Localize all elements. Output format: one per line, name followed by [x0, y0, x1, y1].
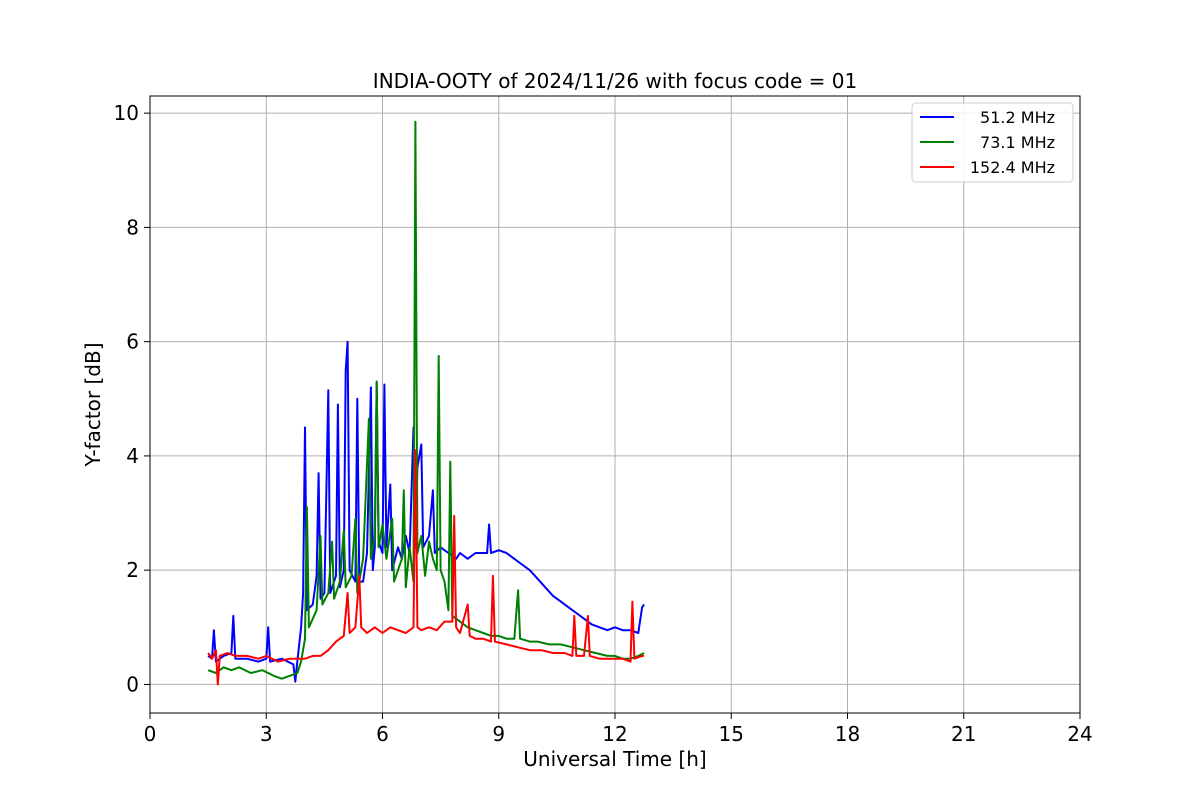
- legend-label-1: 51.2 MHz: [980, 108, 1055, 127]
- x-tick-label: 12: [602, 722, 627, 746]
- y-tick-label: 10: [114, 101, 139, 125]
- series-line-1: [207, 340, 645, 683]
- legend: 51.2 MHz 73.1 MHz 152.4 MHz: [911, 102, 1074, 183]
- x-axis-label: Universal Time [h]: [523, 747, 706, 771]
- y-tick-label: 0: [126, 672, 139, 696]
- legend-label-2: 73.1 MHz: [980, 133, 1055, 152]
- x-tick-label: 9: [492, 722, 505, 746]
- chart-title: INDIA-OOTY of 2024/11/26 with focus code…: [373, 69, 857, 93]
- y-tick-label: 2: [126, 558, 139, 582]
- series-group: [207, 120, 645, 686]
- x-tick-label: 21: [951, 722, 976, 746]
- y-tick-label: 8: [126, 215, 139, 239]
- legend-label-3: 152.4 MHz: [970, 158, 1055, 177]
- x-tick-label: 3: [260, 722, 273, 746]
- x-tick-label: 24: [1067, 722, 1092, 746]
- y-tick-label: 6: [126, 330, 139, 354]
- x-tick-label: 0: [144, 722, 157, 746]
- series-line-3: [207, 449, 645, 686]
- x-tick-label: 18: [835, 722, 860, 746]
- x-tick-label: 15: [719, 722, 744, 746]
- series-line-2: [207, 120, 645, 680]
- x-tick-label: 6: [376, 722, 389, 746]
- y-axis-label: Y-factor [dB]: [81, 342, 105, 467]
- y-tick-label: 4: [126, 444, 139, 468]
- legend-box: [911, 102, 1074, 183]
